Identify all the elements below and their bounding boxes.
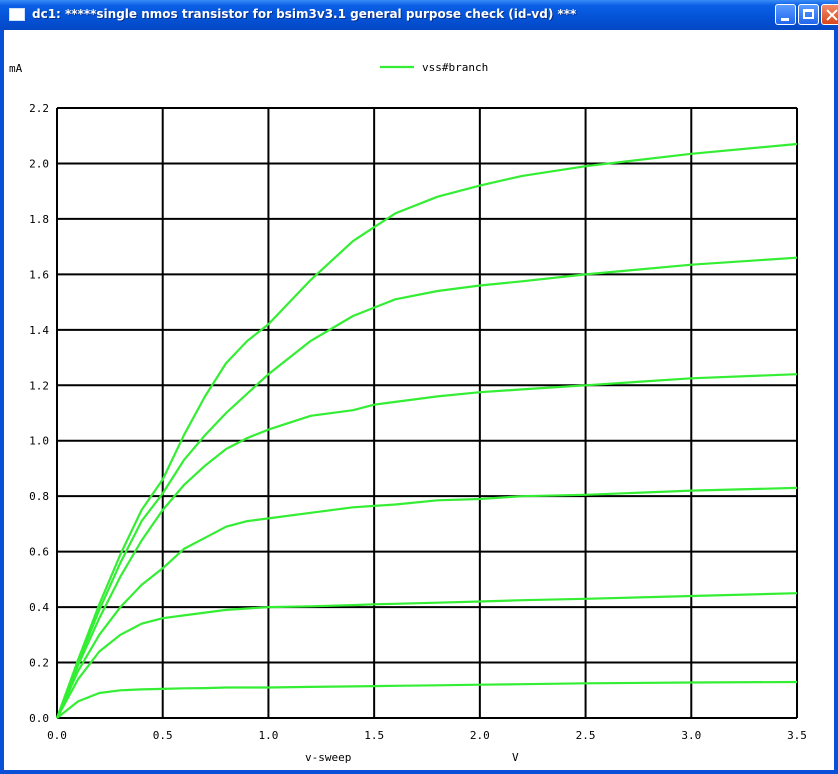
close-button[interactable]: [821, 4, 838, 25]
y-tick-label: 2.0: [29, 157, 49, 170]
traces: [55, 142, 798, 719]
y-tick-label: 1.8: [29, 213, 49, 226]
trace-5: [55, 256, 798, 719]
y-tick-label: 0.6: [29, 546, 49, 559]
x-tick-label: 0.0: [47, 729, 67, 742]
x-tick-label: 1.5: [364, 729, 384, 742]
legend-label: vss#branch: [422, 61, 488, 74]
x-tick-label: 3.0: [681, 729, 701, 742]
title-bar[interactable]: dc1: *****single nmos transistor for bsi…: [0, 0, 838, 30]
window-title: dc1: *****single nmos transistor for bsi…: [32, 7, 577, 21]
window-icon[interactable]: [9, 8, 25, 21]
y-unit-label: mA: [9, 62, 23, 75]
y-tick-label: 0.4: [29, 601, 49, 614]
y-tick-label: 1.2: [29, 379, 49, 392]
x-axis-label: v-sweep: [305, 751, 351, 764]
x-tick-label: 2.0: [470, 729, 490, 742]
y-tick-label: 1.4: [29, 324, 49, 337]
x-tick-label: 3.5: [787, 729, 807, 742]
y-tick-label: 1.6: [29, 268, 49, 281]
grid-lines: [56, 107, 798, 719]
minimize-button[interactable]: [775, 4, 796, 25]
tick-labels: 0.0 0.5 1.0 1.5 2.0 2.5 3.0 3.5 0.0 0.2 0.4 0.6 0.8 1…: [29, 102, 807, 742]
maximize-button[interactable]: [798, 4, 819, 25]
trace-4: [55, 373, 798, 719]
y-tick-label: 0.2: [29, 657, 49, 670]
trace-1: [56, 680, 798, 719]
trace-2: [56, 592, 798, 719]
y-tick-label: 1.0: [29, 435, 49, 448]
y-tick-label: 0.8: [29, 490, 49, 503]
trace-3: [55, 486, 798, 719]
y-tick-label: 0.0: [29, 712, 49, 725]
y-tick-label: 2.2: [29, 102, 49, 115]
trace-6: [55, 142, 798, 719]
x-unit-label: V: [512, 751, 519, 764]
x-tick-label: 0.5: [153, 729, 173, 742]
x-tick-label: 2.5: [576, 729, 596, 742]
x-tick-label: 1.0: [258, 729, 278, 742]
